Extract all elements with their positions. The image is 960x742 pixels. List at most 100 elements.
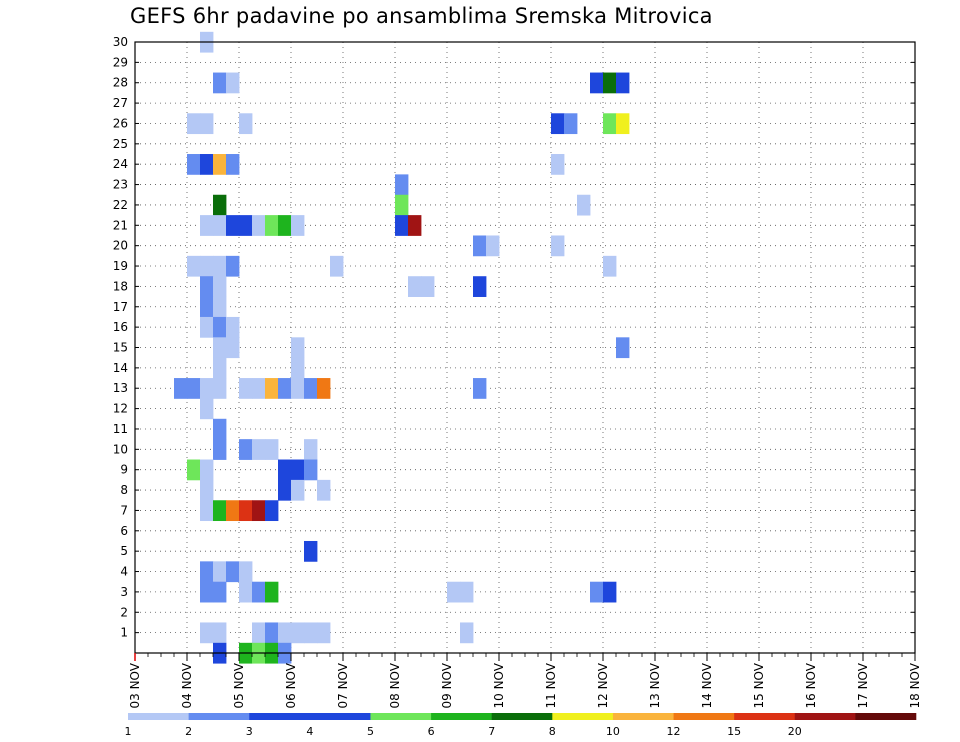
heatmap-cell [252,215,266,236]
legend-swatch [249,713,311,720]
heatmap-cell [473,276,487,297]
y-tick-label: 24 [113,157,128,171]
heatmap-cell [304,378,318,399]
heatmap-cell [486,235,500,257]
heatmap-cell [252,500,266,522]
heatmap-cell [226,255,240,277]
heatmap-cell [291,622,305,644]
heatmap-cell [200,154,214,175]
legend-swatch [794,713,856,720]
heatmap-cell [395,194,409,216]
y-tick-label: 18 [113,279,128,293]
y-tick-label: 7 [120,503,128,517]
heatmap-cell [304,540,318,562]
legend-swatch [431,713,492,720]
heatmap-cell [213,337,227,359]
y-tick-label: 26 [113,116,128,130]
y-tick-label: 30 [113,35,128,49]
legend-label: 8 [549,725,556,738]
x-tick-label: 09 NOV [440,662,454,708]
y-tick-label: 11 [113,422,128,436]
y-tick-label: 15 [113,341,128,355]
legend-swatch [128,713,189,720]
x-tick-label: 14 NOV [700,662,714,708]
heatmap-cell [213,276,227,297]
legend-swatch [855,713,917,720]
y-tick-label: 28 [113,76,128,90]
heatmap-cell [226,561,240,583]
heatmap-cell [616,72,630,94]
heatmap-cell [551,113,565,135]
y-tick-label: 16 [113,320,128,334]
heatmap-cell [616,113,630,135]
y-tick-label: 22 [113,198,128,212]
heatmap-cell [213,561,227,583]
heatmap-cell [265,622,279,644]
heatmap-cell [278,459,292,481]
heatmap-cell [564,113,578,135]
heatmap-cell [252,622,266,644]
heatmap-cell [213,296,227,318]
y-tick-label: 14 [113,361,128,375]
heatmap-cell [603,255,617,277]
heatmap-cell [187,154,201,175]
heatmap-cell [200,581,214,603]
heatmap-cell [187,378,201,399]
legend-swatch [491,713,553,720]
heatmap-cell [603,72,617,94]
heatmap-cell [460,581,474,603]
heatmap-cell [239,439,253,460]
heatmap-cell [473,378,487,399]
legend-label: 20 [788,725,802,738]
heatmap-cell [616,337,630,359]
heatmap-cell [213,581,227,603]
x-tick-label: 04 NOV [180,662,194,708]
y-tick-label: 1 [120,626,128,640]
y-tick-label: 10 [113,442,128,456]
heatmap-cell [200,296,214,318]
legend-label: 6 [428,725,435,738]
y-tick-label: 8 [120,483,128,497]
heatmap-cell [278,215,292,236]
legend-swatch [612,713,674,720]
heatmap-cell [226,316,240,338]
heatmap-cell [200,276,214,297]
x-tick-label: 07 NOV [336,662,350,708]
heatmap-cell [200,500,214,522]
heatmap-cell [213,357,227,379]
y-tick-label: 29 [113,55,128,69]
heatmap-cell [473,235,487,257]
heatmap-cell [174,378,188,399]
x-tick-label: 16 NOV [804,662,818,708]
y-tick-label: 25 [113,137,128,151]
heatmap-cell [317,479,331,501]
y-tick-label: 27 [113,96,128,110]
heatmap-cell [239,113,253,135]
heatmap-cell [278,378,292,399]
legend-label: 10 [606,725,620,738]
legend-swatch [552,713,614,720]
heatmap-cell [213,500,227,522]
legend-label: 15 [727,725,741,738]
y-tick-label: 17 [113,300,128,314]
heatmap-cell [226,154,240,175]
heatmap-cell [200,255,214,277]
heatmap-cell [317,622,331,644]
heatmap-cell [226,500,240,522]
heatmap-cell [239,561,253,583]
heatmap-cell [187,113,201,135]
heatmap-cell [200,459,214,481]
heatmap-cell [304,622,318,644]
x-tick-label: 18 NOV [908,662,922,708]
heatmap-cell [278,479,292,501]
heatmap-cell [239,500,253,522]
heatmap-cell [187,255,201,277]
legend-swatch [188,713,250,720]
y-tick-label: 3 [120,585,128,599]
heatmap-cell [395,215,409,236]
heatmap-cell [291,215,305,236]
legend-label: 7 [488,725,495,738]
heatmap-cell [213,378,227,399]
x-tick-label: 08 NOV [388,662,402,708]
